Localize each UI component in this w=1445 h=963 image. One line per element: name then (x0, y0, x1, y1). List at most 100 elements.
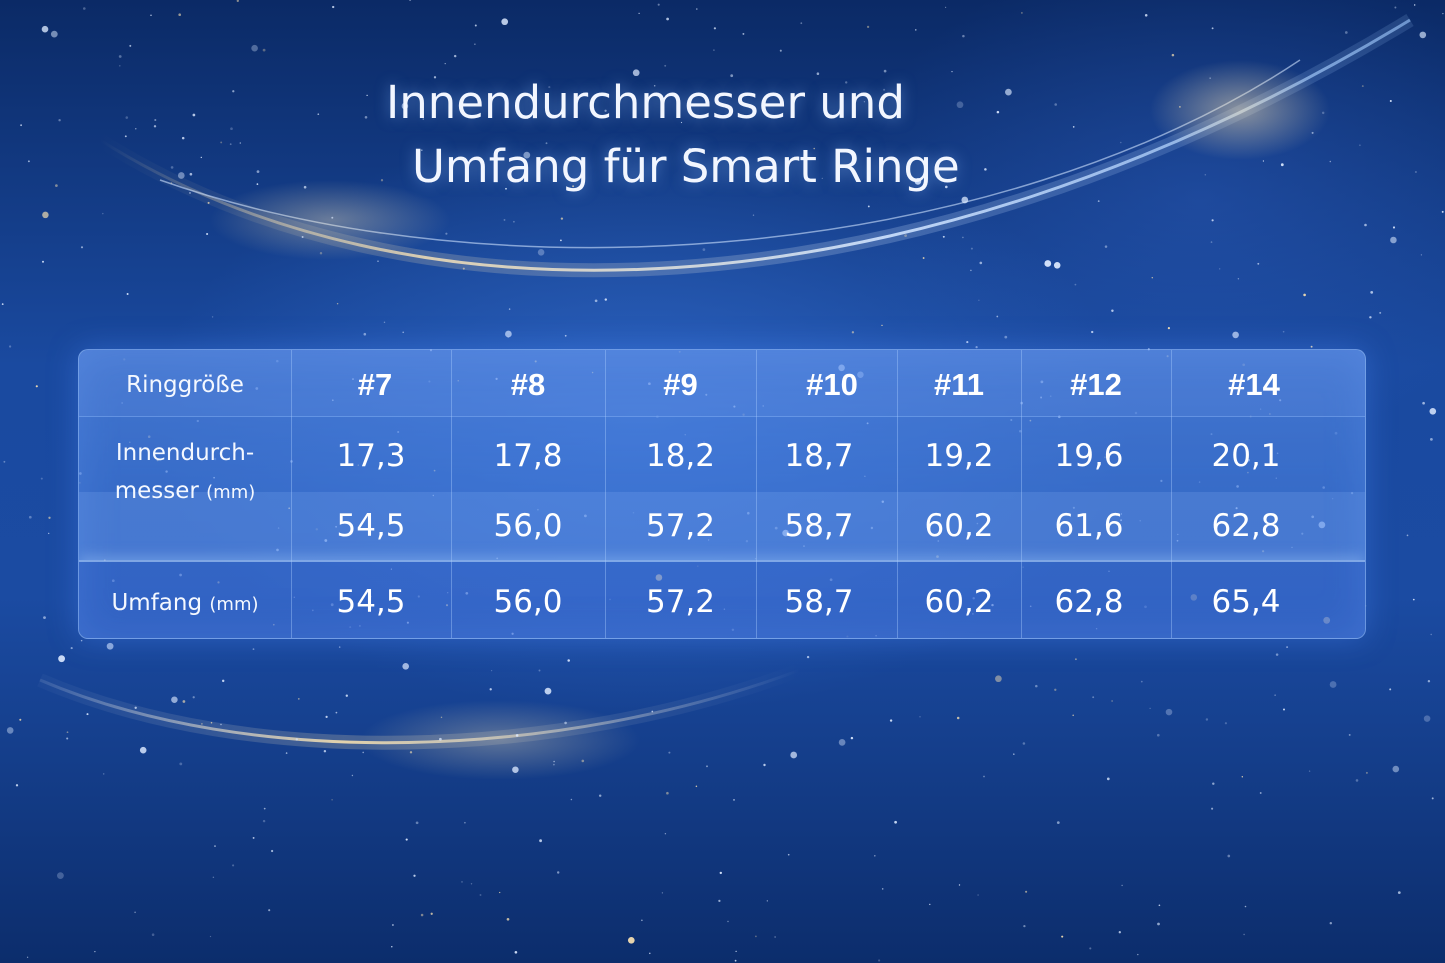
star (816, 72, 820, 75)
star (863, 101, 866, 103)
star (1158, 904, 1161, 907)
column-divider (1021, 350, 1022, 638)
star (262, 819, 266, 823)
star (1167, 327, 1170, 330)
star (55, 184, 58, 187)
star (125, 116, 129, 119)
star (1282, 330, 1285, 333)
star (572, 185, 575, 188)
star (657, 3, 660, 6)
star (800, 22, 803, 25)
star (170, 166, 174, 169)
inner-diameter-cell: 20,1 (1211, 438, 1281, 474)
star (1106, 777, 1110, 781)
star (537, 249, 545, 256)
header-label-ring-size: Ringgröße (126, 372, 244, 398)
star (1397, 891, 1401, 894)
star (889, 719, 893, 722)
row-label-inner-word: messer (114, 478, 199, 504)
secondary-value-cell: 54,5 (336, 508, 406, 544)
star (956, 716, 960, 720)
star (845, 81, 848, 84)
star (317, 113, 320, 116)
star (505, 330, 512, 338)
star (1023, 924, 1026, 928)
star (210, 721, 213, 724)
star (48, 516, 51, 519)
star (1171, 53, 1175, 57)
star (43, 616, 46, 619)
circumference-cell: 58,7 (784, 584, 854, 620)
star (366, 94, 368, 97)
star (474, 43, 476, 45)
star (512, 766, 519, 773)
star (415, 821, 419, 825)
star (970, 247, 973, 250)
star (1210, 241, 1213, 243)
star (604, 298, 607, 301)
star (209, 935, 212, 938)
star (27, 160, 30, 163)
star (922, 257, 925, 259)
star (134, 911, 136, 914)
star (338, 646, 341, 648)
circumference-cell: 62,8 (1054, 584, 1124, 620)
star (1121, 884, 1123, 887)
star (883, 88, 886, 91)
row-label-circumference: Umfang (mm) (79, 590, 291, 616)
star (80, 246, 84, 249)
star (323, 749, 327, 753)
star (1412, 598, 1415, 601)
star (391, 924, 394, 926)
star (979, 261, 983, 265)
star (560, 239, 562, 242)
star (453, 54, 457, 58)
star (303, 185, 307, 189)
star (332, 5, 335, 9)
star (1286, 646, 1289, 649)
column-divider (756, 350, 757, 638)
star (1035, 684, 1038, 688)
table-row-secondary (79, 492, 1365, 560)
star (632, 69, 640, 77)
star (391, 946, 393, 948)
star (813, 147, 815, 150)
star (433, 76, 437, 79)
star (377, 260, 379, 263)
star (220, 141, 223, 144)
star (1392, 765, 1400, 773)
header-size-cell: #7 (357, 367, 393, 402)
star (239, 142, 242, 144)
star (1321, 111, 1325, 115)
star (1329, 681, 1337, 688)
star (604, 109, 607, 112)
star (50, 30, 58, 38)
star (319, 251, 323, 255)
star (221, 679, 225, 683)
star (695, 785, 698, 788)
star (430, 912, 433, 915)
table-row-circumference (79, 560, 1365, 638)
star (1429, 407, 1437, 415)
row-label-inner-line2: messer (mm) (79, 478, 291, 504)
star (256, 170, 260, 173)
star (961, 196, 969, 204)
star (1091, 330, 1094, 334)
star (1280, 163, 1284, 167)
star (1072, 714, 1074, 717)
star (42, 211, 49, 219)
star (1205, 718, 1209, 721)
star (506, 917, 510, 921)
star (1120, 141, 1122, 144)
star (1151, 276, 1154, 279)
star (489, 688, 492, 691)
star (996, 110, 1000, 114)
star (380, 179, 384, 182)
star (362, 751, 365, 754)
star (995, 675, 1002, 683)
star (445, 232, 448, 235)
star (124, 135, 127, 138)
star (236, 0, 239, 3)
star (182, 700, 186, 703)
